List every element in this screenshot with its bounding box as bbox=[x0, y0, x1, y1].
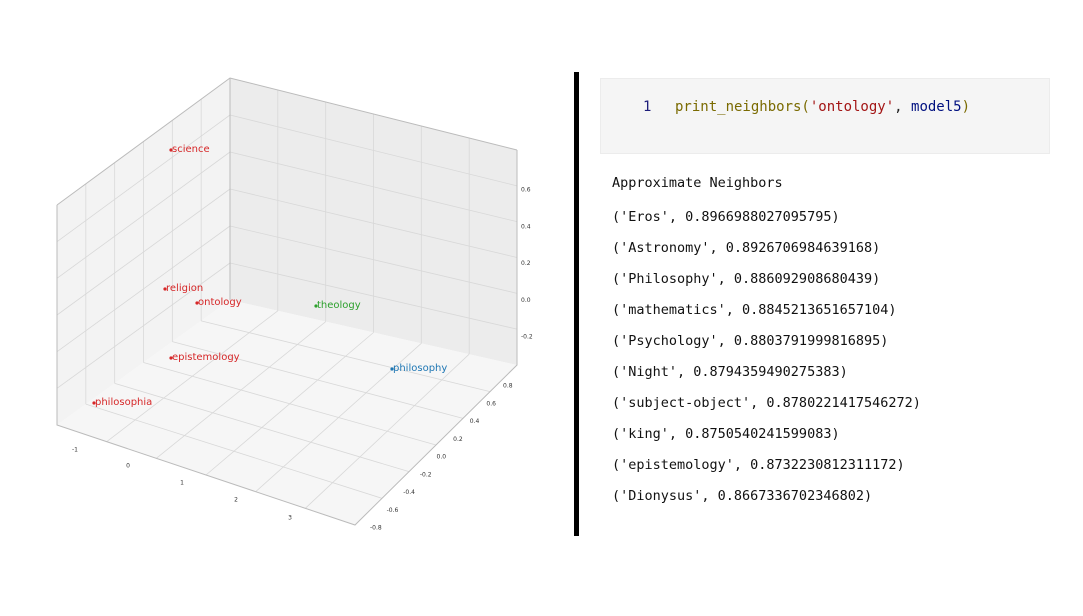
y-tick-label: 0.8 bbox=[503, 383, 513, 390]
code-line: print_neighbors('ontology', model5) bbox=[675, 99, 970, 115]
z-tick-label: -0.2 bbox=[521, 334, 533, 341]
y-tick-label: -0.8 bbox=[370, 525, 382, 532]
output-line: ('Philosophy', 0.886092908680439) bbox=[612, 271, 881, 287]
grid-line bbox=[229, 262, 518, 330]
divider bbox=[574, 72, 579, 536]
point-label: ontology bbox=[198, 297, 242, 308]
output: Approximate Neighbors ('Eros', 0.8966988… bbox=[612, 172, 921, 516]
point-label: religion bbox=[166, 283, 203, 294]
grid bbox=[56, 90, 518, 509]
point bbox=[314, 304, 318, 308]
code-token: print_neighbors( bbox=[675, 99, 810, 115]
grid-line bbox=[56, 262, 231, 389]
output-title: Approximate Neighbors bbox=[612, 175, 783, 191]
point-label: theology bbox=[317, 300, 361, 311]
z-tick-label: 0.0 bbox=[521, 297, 531, 304]
line-number: 1 bbox=[643, 99, 652, 115]
point-label: epistemology bbox=[172, 352, 240, 363]
output-line: ('king', 0.8750540241599083) bbox=[612, 426, 840, 442]
point-label: science bbox=[172, 144, 210, 155]
x-tick-label: 1 bbox=[180, 480, 184, 487]
output-line: ('mathematics', 0.8845213651657104) bbox=[612, 302, 897, 318]
code-token: model5 bbox=[911, 99, 962, 115]
x-tick-label: 2 bbox=[234, 497, 238, 504]
y-tick-label: -0.4 bbox=[403, 489, 415, 496]
z-tick-label: 0.6 bbox=[521, 187, 531, 194]
point bbox=[390, 367, 394, 371]
output-line: ('Psychology', 0.8803791999816895) bbox=[612, 333, 889, 349]
point bbox=[169, 148, 173, 152]
point bbox=[195, 301, 199, 305]
output-line: ('subject-object', 0.8780221417546272) bbox=[612, 395, 921, 411]
y-tick-label: -0.6 bbox=[387, 507, 399, 514]
y-tick-label: 0.4 bbox=[470, 418, 480, 425]
y-tick-label: -0.2 bbox=[420, 471, 432, 478]
point-label: philosophy bbox=[393, 363, 447, 374]
y-tick-label: 0.0 bbox=[437, 454, 447, 461]
output-line: ('Astronomy', 0.8926706984639168) bbox=[612, 240, 881, 256]
x-tick-label: -1 bbox=[72, 447, 78, 454]
x-tick-label: 0 bbox=[126, 463, 130, 470]
point-label: philosophia bbox=[95, 397, 152, 408]
grid-line bbox=[305, 353, 470, 509]
code-token: ) bbox=[961, 99, 971, 115]
z-tick-label: 0.2 bbox=[521, 260, 531, 267]
scatter-3d: science religion ontology theology epistemol… bbox=[56, 77, 533, 532]
code-cell: 1 print_neighbors('ontology', model5) bbox=[600, 78, 1050, 154]
x-tick-label: 3 bbox=[288, 515, 292, 522]
output-line: ('Dionysus', 0.8667336702346802) bbox=[612, 488, 873, 504]
floor bbox=[57, 300, 517, 525]
output-line: ('epistemology', 0.8732230812311172) bbox=[612, 457, 905, 473]
code-token: 'ontology' bbox=[809, 99, 895, 115]
point bbox=[163, 287, 167, 291]
point bbox=[92, 401, 96, 405]
output-line: ('Night', 0.8794359490275383) bbox=[612, 364, 848, 380]
y-tick-label: 0.2 bbox=[453, 436, 463, 443]
output-line: ('Eros', 0.8966988027095795) bbox=[612, 209, 840, 225]
point bbox=[169, 356, 173, 360]
code-token: , bbox=[894, 99, 912, 115]
axes-edges bbox=[56, 77, 518, 526]
z-tick-label: 0.4 bbox=[521, 223, 531, 230]
y-tick-label: 0.6 bbox=[486, 400, 496, 407]
